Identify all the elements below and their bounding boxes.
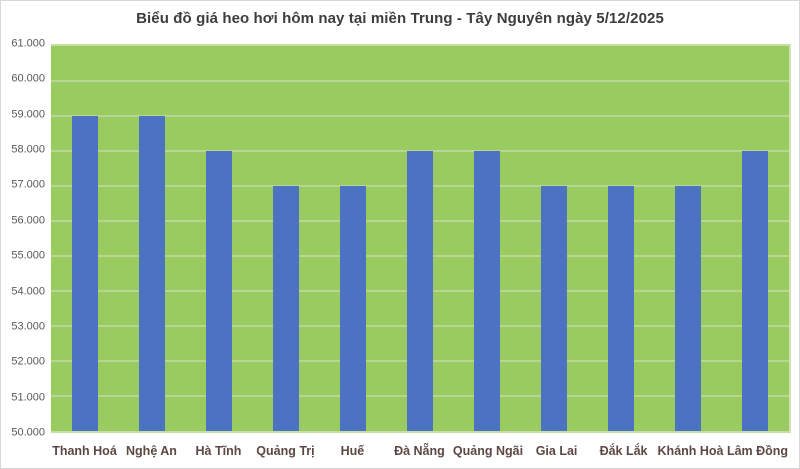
- bar-đà-nẵng: [407, 151, 433, 431]
- x-axis-category-label: Thanh Hoá: [52, 444, 117, 458]
- y-axis-tick-label: 52.000: [11, 355, 45, 368]
- x-axis-category-label: Khánh Hoà: [657, 444, 724, 458]
- gridline: [51, 115, 789, 117]
- plot-area: [51, 44, 791, 433]
- x-axis-category-label: Đà Nẵng: [394, 444, 445, 458]
- y-axis: 50.000 51.000 52.000 53.000 54.000 55.000 56.0…: [1, 38, 45, 438]
- x-axis-category-label: Gia Lai: [535, 444, 578, 458]
- x-axis-category-label: Lâm Đồng: [726, 444, 789, 458]
- bar-hà-tĩnh: [205, 151, 232, 431]
- y-axis-tick-label: 50.000: [11, 426, 45, 439]
- y-axis-tick-label: 54.000: [11, 285, 45, 298]
- chart-title: Biểu đồ giá heo hơi hôm nay tại miền Tru…: [136, 10, 664, 27]
- bar-quảng-ngãi: [474, 151, 501, 431]
- bar-gia-lai: [541, 186, 568, 431]
- gridline: [51, 80, 789, 82]
- y-axis-tick-label: 57.000: [11, 178, 45, 191]
- y-axis-tick-label: 55.000: [11, 249, 45, 262]
- x-axis-category-label: Đắk Lắk: [599, 444, 648, 458]
- x-axis-category-label: Quảng Trị: [256, 444, 315, 458]
- bar-quảng-trị: [272, 186, 299, 431]
- y-axis-tick-label: 51.000: [11, 391, 45, 404]
- y-axis-tick-label: 61.000: [11, 37, 45, 50]
- x-axis-category-label: Hà Tĩnh: [195, 444, 242, 458]
- bar-nghệ-an: [138, 116, 165, 431]
- y-axis-tick-label: 53.000: [11, 320, 45, 333]
- y-axis-tick-label: 60.000: [11, 72, 45, 85]
- y-axis-tick-label: 56.000: [11, 214, 45, 227]
- bar-thanh-hoá: [71, 116, 98, 431]
- bar-đắk-lắk: [608, 186, 635, 431]
- bar-khánh-hoà: [675, 186, 702, 431]
- x-axis-category-label: Quảng Ngãi: [452, 444, 524, 458]
- bar-huế: [339, 186, 366, 431]
- x-axis-category-label: Huế: [340, 444, 365, 458]
- x-axis-category-label: Nghệ An: [126, 444, 177, 458]
- y-axis-tick-label: 58.000: [11, 143, 45, 156]
- bar-lâm-đồng: [742, 151, 769, 431]
- y-axis-tick-label: 59.000: [11, 108, 45, 121]
- x-axis: Thanh Hoá Nghệ An Hà Tĩnh Quảng Trị Huế Đà Nẵ…: [51, 438, 791, 464]
